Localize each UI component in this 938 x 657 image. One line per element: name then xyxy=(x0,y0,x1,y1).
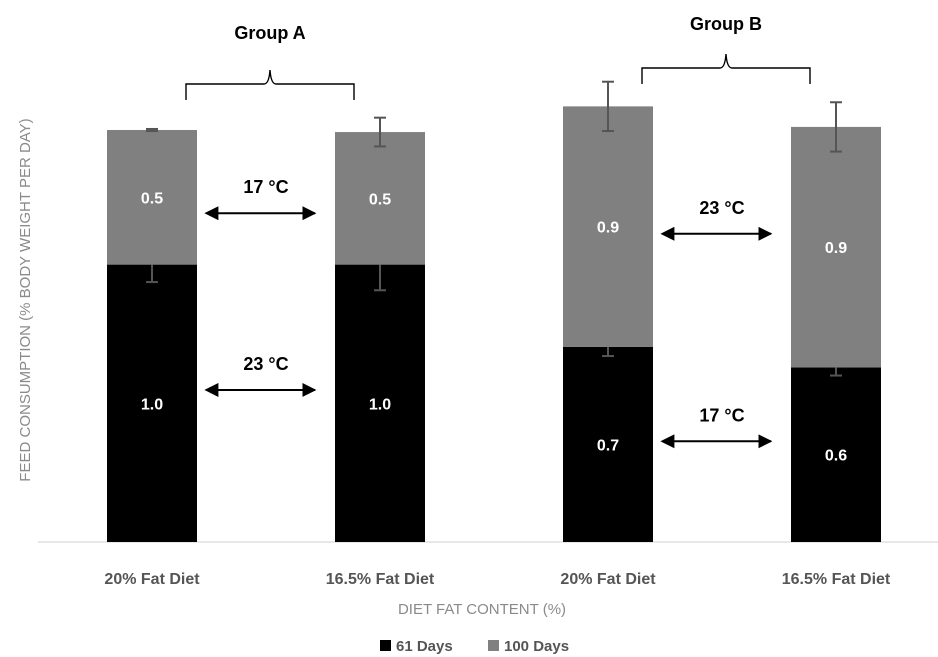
legend-swatch-0 xyxy=(380,640,391,651)
group-label-0: Group A xyxy=(234,23,305,43)
data-label-days100-3: 0.9 xyxy=(825,240,847,257)
temp-label-3: 17 °C xyxy=(699,405,744,425)
data-label-days100-0: 0.5 xyxy=(141,190,163,207)
temp-label-1: 23 °C xyxy=(243,354,288,374)
plot-area: 1.0 0.5 20% Fat Diet 1.0 0.5 16.5% Fat Diet 0.… xyxy=(38,80,938,588)
legend-label-0: 61 Days xyxy=(396,638,453,655)
bar-days61-1 xyxy=(335,264,425,542)
group-label-1: Group B xyxy=(690,14,762,34)
data-label-days61-3: 0.6 xyxy=(825,448,847,465)
bar-days100-0 xyxy=(107,130,197,265)
data-label-days100-1: 0.5 xyxy=(369,191,391,208)
group-brace-1 xyxy=(641,53,811,84)
temp-label-0: 17 °C xyxy=(243,177,288,197)
bar-days100-1 xyxy=(335,132,425,265)
annotations: Group A Group B 17 °C 23 °C 23 °C 17 °C xyxy=(185,14,811,449)
bar-days100-2 xyxy=(563,106,653,347)
y-axis-title: FEED CONSUMPTION (% BODY WEIGHT PER DAY) xyxy=(17,118,34,481)
x-tick-label-3: 16.5% Fat Diet xyxy=(782,571,891,588)
legend-label-1: 100 Days xyxy=(504,638,569,655)
x-axis-title: DIET FAT CONTENT (%) xyxy=(398,601,566,618)
data-label-days100-2: 0.9 xyxy=(597,220,619,237)
legend: 61 Days 100 Days xyxy=(380,638,569,655)
x-tick-label-0: 20% Fat Diet xyxy=(104,571,200,588)
data-label-days61-0: 1.0 xyxy=(141,396,163,413)
x-tick-label-2: 20% Fat Diet xyxy=(560,571,656,588)
data-label-days61-2: 0.7 xyxy=(597,437,619,454)
bar-days61-3 xyxy=(791,367,881,542)
data-label-days61-1: 1.0 xyxy=(369,396,391,413)
x-tick-label-1: 16.5% Fat Diet xyxy=(326,571,435,588)
bar-days61-0 xyxy=(107,264,197,542)
bar-days61-2 xyxy=(563,346,653,542)
bar-days100-3 xyxy=(791,126,881,368)
group-brace-0 xyxy=(185,69,355,100)
temp-label-2: 23 °C xyxy=(699,198,744,218)
legend-swatch-1 xyxy=(488,640,499,651)
